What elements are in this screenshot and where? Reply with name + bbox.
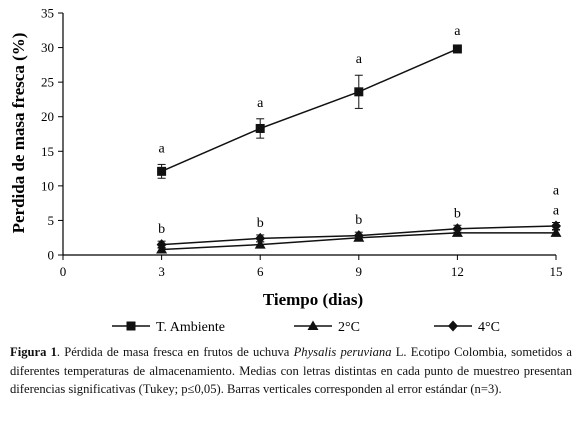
legend-marker [448,320,458,332]
figure-caption: Figura 1. Pérdida de masa fresca en frut… [10,343,572,399]
significance-letter: a [257,96,264,111]
y-tick-label: 15 [41,144,54,159]
data-point [156,239,167,251]
data-point [550,227,562,237]
legend-label: T. Ambiente [156,320,225,335]
significance-letter: a [158,141,165,156]
caption-text-after: L. Ecotipo Colombia, sometidos a diferen… [10,345,573,396]
y-tick-label: 0 [48,248,55,263]
data-point [353,230,364,242]
x-tick-label: 6 [257,264,264,279]
legend-item-diamond: 4°C [434,320,500,335]
significance-letter: b [257,216,264,231]
x-axis-title: Tiempo (dias) [263,290,363,309]
y-tick-label: 35 [41,6,54,21]
caption-species: Physalis peruviana [293,345,392,359]
caption-text-before: . Pérdida de masa fresca en frutos de uc… [56,345,294,359]
y-tick-label: 20 [41,109,54,124]
x-tick-label: 9 [356,264,363,279]
data-point [255,123,265,133]
significance-letter: b [158,222,165,237]
y-tick-label: 25 [41,75,54,90]
series-square [157,44,462,179]
legend: T. Ambiente 2°C 4°C [112,320,500,335]
y-tick-label: 5 [48,213,55,228]
data-point [551,220,561,232]
data-point [452,44,462,54]
series-diamond [156,220,561,251]
legend-label: 2°C [338,320,360,335]
legend-marker [126,321,136,331]
series-layer [156,44,562,254]
x-tick-label: 0 [60,264,67,279]
axes: 0 5 10 15 20 25 30 35 0 3 6 9 12 15 [41,6,563,280]
x-tick-label: 3 [158,264,165,279]
data-point [354,87,364,97]
legend-item-triangle: 2°C [294,320,360,335]
y-axis-title: Perdida de masa fresca (%) [9,33,28,234]
data-point [452,223,463,235]
significance-letter: a [553,204,560,219]
significance-letter: b [355,213,362,228]
data-point [157,166,167,176]
significance-letter: a [356,52,363,67]
y-tick-label: 10 [41,178,54,193]
y-tick-label: 30 [41,40,54,55]
legend-item-square: T. Ambiente [112,320,225,335]
caption-label: Figura 1 [10,345,57,359]
legend-marker [307,320,319,330]
data-point [255,232,266,244]
significance-letter: a [454,24,461,39]
x-tick-label: 12 [451,264,464,279]
significance-letter: a [553,184,560,199]
significance-letter: b [454,206,461,221]
series-line [161,48,458,173]
x-tick-label: 15 [550,264,563,279]
legend-label: 4°C [478,320,500,335]
